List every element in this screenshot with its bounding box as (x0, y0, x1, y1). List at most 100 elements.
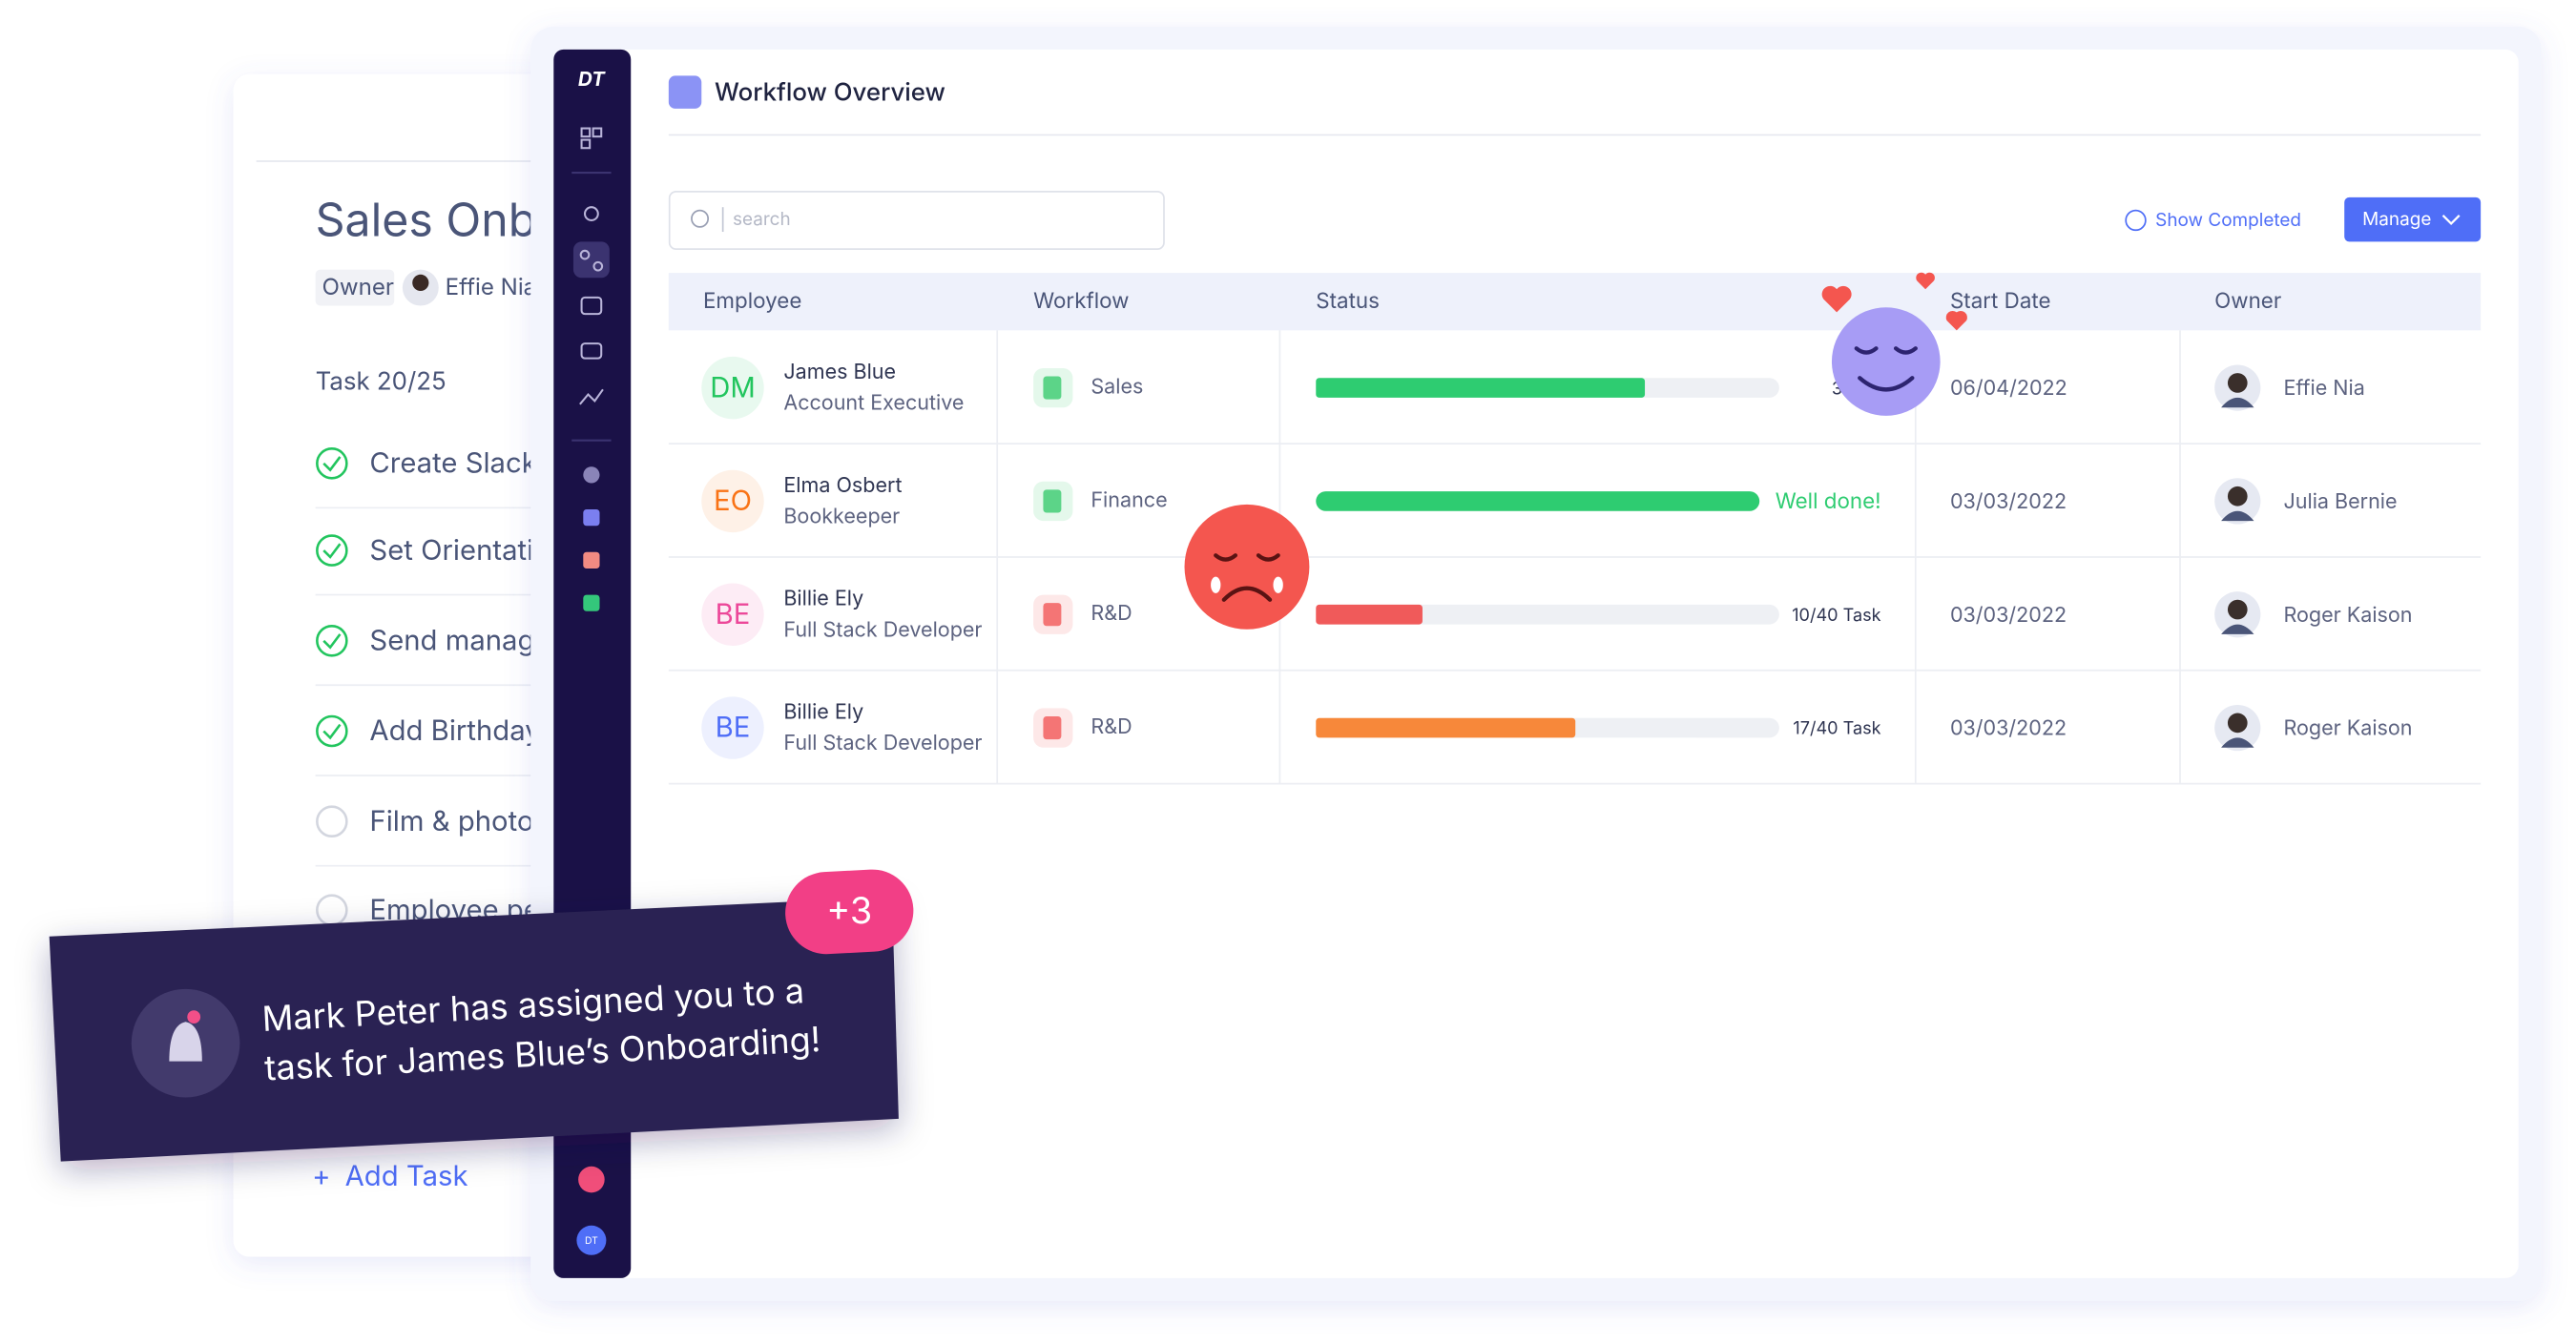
features (1854, 346, 1918, 392)
column-header: Start Date (1950, 288, 2051, 314)
add-icon: + (312, 1160, 330, 1193)
heart (1916, 272, 1935, 290)
employee-name: James Blue (783, 360, 896, 384)
icon (592, 127, 603, 138)
avatar (701, 696, 764, 759)
icon (583, 206, 599, 222)
face (1184, 504, 1310, 630)
notification: Mark Peter has assigned you to a task fo… (49, 869, 914, 1162)
task-check (316, 714, 348, 748)
progress-bar (1316, 717, 1576, 738)
check-mark (322, 633, 342, 650)
check-mark (322, 543, 342, 559)
owner-avatar-head (412, 274, 429, 292)
task-count: Task 20/25 (316, 366, 447, 396)
employee-name: Billie Ely (783, 587, 863, 611)
task-check (316, 534, 348, 567)
happy-emoji (1821, 272, 1967, 416)
workflow-icon (1043, 376, 1062, 400)
progress-bar (1316, 604, 1423, 625)
icon (580, 127, 592, 138)
status: Well done! (1776, 488, 1881, 514)
sad-emoji (1184, 504, 1310, 630)
check-mark (322, 723, 342, 740)
task-check (316, 624, 348, 657)
icon (579, 249, 591, 260)
support-icon (578, 1166, 605, 1193)
owner-name: Julia Bernie (2283, 489, 2397, 514)
task-list: Create Slack Set Orientatio Send manage Add… (315, 447, 551, 956)
app-icon (583, 594, 600, 611)
column-header: Employee (703, 288, 801, 314)
owner-body (2221, 397, 2254, 408)
task-label: Create Slack (369, 447, 536, 481)
heart (1821, 285, 1852, 313)
start-date: 06/04/2022 (1950, 376, 2067, 401)
workflow-icon (1043, 489, 1062, 513)
bell-dot (187, 1010, 201, 1024)
task-label: Film & photog (369, 805, 551, 838)
initials: DM (710, 371, 756, 404)
owner-head (2227, 713, 2248, 734)
search-icon (691, 209, 710, 228)
status: 10/40 Task (1792, 605, 1880, 626)
icon (592, 260, 604, 272)
check-mark (322, 456, 342, 472)
sidebar-icons (571, 127, 612, 484)
workflow: R&D (1091, 714, 1132, 739)
owner-body (2221, 510, 2254, 522)
badge (785, 869, 914, 955)
owner-body (2221, 624, 2254, 634)
owner-body (2221, 737, 2254, 748)
logo: DT (578, 67, 606, 91)
owner-name: Effie Nia (2283, 376, 2364, 401)
task-label: Set Orientatio (369, 534, 550, 568)
avatar (701, 469, 764, 533)
icon (579, 388, 604, 405)
main-panel (553, 49, 2519, 1278)
tear (1211, 576, 1221, 593)
employee-role: Full Stack Developer (783, 731, 982, 755)
search-placeholder: search (733, 208, 791, 230)
app-icon (583, 509, 600, 527)
icon (583, 466, 600, 484)
column-header: Status (1316, 288, 1380, 314)
search-box[interactable] (668, 190, 1165, 250)
add-task[interactable]: Add Task (345, 1160, 468, 1193)
bell (169, 1022, 202, 1062)
owner-name: Roger Kaison (2283, 603, 2412, 628)
workflow-icon (1043, 603, 1062, 627)
progress-bar (1316, 491, 1760, 511)
column-header: Workflow (1033, 288, 1129, 314)
task-label: Send manage (369, 624, 551, 657)
workflow: Sales (1091, 374, 1143, 399)
initials: BE (716, 598, 751, 631)
workflow: Finance (1091, 487, 1167, 512)
toast (49, 897, 899, 1162)
table-header (668, 273, 2482, 331)
employee-name: Elma Osbert (783, 473, 902, 498)
employee-role: Full Stack Developer (783, 617, 982, 642)
start-date: 03/03/2022 (1950, 603, 2067, 628)
initials: EO (714, 485, 752, 518)
show-completed[interactable]: Show Completed (2155, 209, 2301, 231)
initials: BE (716, 712, 751, 745)
manage-button[interactable] (2344, 196, 2482, 242)
icon-active-bg (572, 241, 610, 279)
heart (1945, 310, 1967, 331)
employee-role: Account Executive (783, 391, 964, 416)
task-label: Add Birthday (369, 714, 540, 748)
owner-name: Roger Kaison (2283, 716, 2412, 741)
employee-name: Billie Ely (783, 699, 863, 724)
badge-label: +3 (826, 889, 872, 933)
workflow: R&D (1091, 601, 1132, 626)
user-avatar (576, 1225, 607, 1255)
progress-bar (1316, 378, 1646, 398)
avatar (701, 356, 764, 420)
card-title: Sales Onb (316, 192, 537, 248)
face (1831, 307, 1941, 416)
progress-track (1316, 604, 1779, 625)
app-icon (583, 551, 600, 569)
avatar (701, 583, 764, 646)
